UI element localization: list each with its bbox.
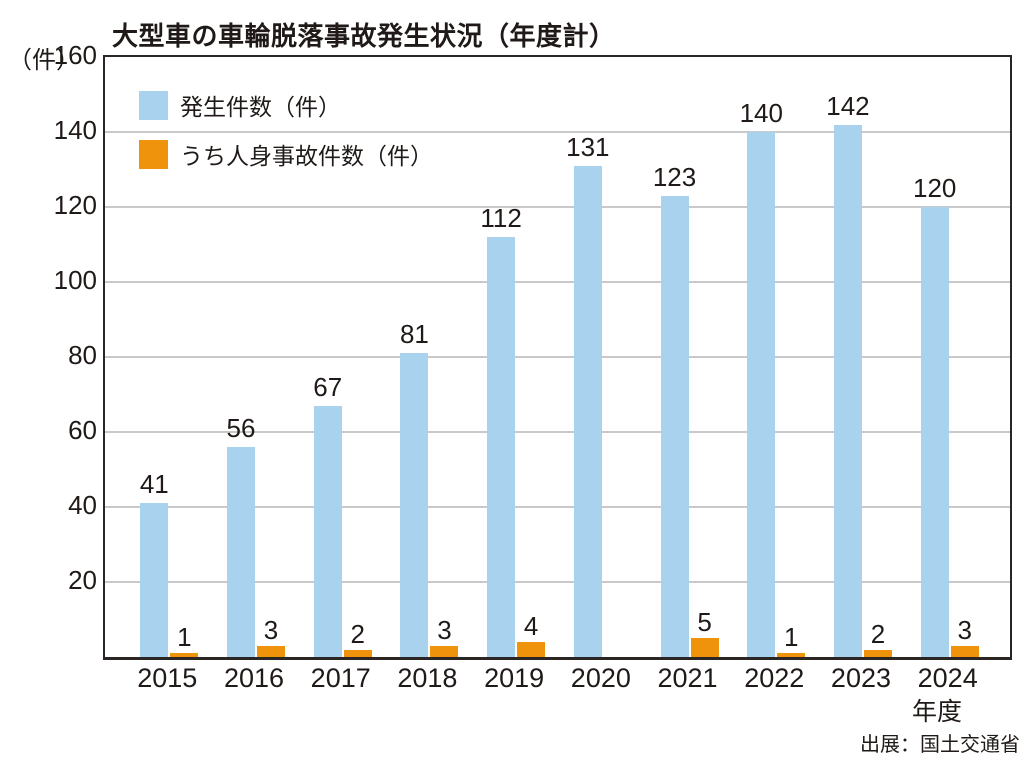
chart-title: 大型車の車輪脱落事故発生状況（年度計） [112, 21, 616, 51]
value-label-occurrences-2016: 56 [226, 413, 256, 443]
bar-injury-2018 [430, 645, 459, 657]
x-label-2022: 2022 [744, 663, 805, 693]
value-label-injury-2017: 2 [350, 618, 365, 649]
x-label-2016: 2016 [223, 663, 285, 693]
legend-label-occurrences: 発生件数（件） [180, 94, 341, 120]
bar-occurrences-2024 [920, 207, 949, 657]
bar-injury-2023 [863, 649, 892, 657]
source-note: 出展：国土交通省 [860, 734, 1020, 756]
bar-injury-2024 [950, 645, 979, 657]
legend-item-injury: うち人身事故件数（件） [139, 139, 433, 169]
x-label-2015: 2015 [137, 663, 198, 693]
y-tick-160: 160 [53, 40, 97, 70]
bar-occurrences-2016 [227, 447, 255, 657]
bar-injury-2019 [517, 642, 546, 657]
value-label-occurrences-2017: 67 [313, 371, 343, 402]
y-tick-120: 120 [53, 190, 97, 220]
bar-injury-2015 [170, 653, 199, 657]
bar-occurrences-2017 [313, 405, 342, 657]
gridline-20 [105, 581, 1010, 583]
value-label-injury-2015: 1 [177, 622, 192, 653]
value-label-occurrences-2022: 140 [739, 98, 783, 128]
bar-occurrences-2019 [487, 237, 516, 657]
legend-item-occurrences: 発生件数（件） [139, 90, 433, 120]
y-tick-140: 140 [53, 115, 97, 145]
value-label-occurrences-2018: 81 [399, 319, 429, 350]
value-label-injury-2024: 3 [957, 614, 972, 645]
x-axis-unit-label: 年度 [911, 698, 962, 726]
x-label-2017: 2017 [310, 663, 371, 693]
value-label-occurrences-2021: 123 [652, 161, 697, 192]
value-label-injury-2023: 2 [870, 618, 886, 649]
y-tick-20: 20 [68, 565, 97, 595]
gridline-80 [105, 356, 1010, 358]
y-tick-100: 100 [53, 265, 97, 295]
gridline-40 [105, 506, 1010, 508]
bar-injury-2016 [257, 645, 285, 657]
bar-occurrences-2023 [833, 124, 862, 657]
value-label-occurrences-2024: 120 [912, 173, 957, 203]
gridline-120 [105, 206, 1010, 208]
x-label-2024: 2024 [917, 663, 978, 693]
value-label-injury-2016: 3 [263, 614, 279, 645]
y-axis-unit-label: （件） [8, 47, 80, 74]
bar-occurrences-2018 [400, 353, 429, 657]
bar-injury-2021 [690, 638, 719, 657]
bar-occurrences-2021 [660, 195, 689, 657]
plot-area: 41 1 56 3 67 2 81 3 112 4 131 123 5 140 1 142 2 120 3 発生件数… [103, 55, 1012, 660]
gridline-100 [105, 281, 1010, 283]
bar-injury-2022 [777, 653, 806, 657]
value-label-injury-2022: 1 [784, 622, 799, 653]
value-label-injury-2018: 3 [437, 614, 452, 645]
bar-injury-2017 [343, 649, 372, 657]
value-label-occurrences-2019: 112 [480, 203, 522, 233]
y-tick-40: 40 [68, 490, 97, 520]
bar-occurrences-2020 [573, 165, 602, 657]
value-label-injury-2021: 5 [697, 607, 712, 638]
x-label-2019: 2019 [484, 663, 545, 693]
x-label-2023: 2023 [830, 663, 891, 693]
legend-swatch-occurrences [139, 90, 168, 120]
x-label-2018: 2018 [397, 663, 458, 693]
gridline-60 [105, 431, 1010, 433]
y-tick-80: 80 [68, 340, 97, 370]
legend-swatch-injury [139, 139, 168, 169]
legend-label-injury: うち人身事故件数（件） [180, 143, 433, 169]
x-label-2021: 2021 [657, 663, 718, 693]
legend: 発生件数（件） うち人身事故件数（件） [139, 90, 433, 188]
y-tick-60: 60 [68, 415, 97, 445]
value-label-occurrences-2023: 142 [826, 90, 870, 121]
value-label-occurrences-2020: 131 [566, 131, 610, 162]
value-label-occurrences-2015: 41 [139, 469, 169, 500]
value-label-injury-2019: 4 [523, 611, 539, 641]
bar-occurrences-2022 [747, 132, 776, 657]
x-label-2020: 2020 [570, 663, 631, 693]
gridline-140 [105, 131, 1010, 133]
bar-occurrences-2015 [140, 503, 169, 657]
